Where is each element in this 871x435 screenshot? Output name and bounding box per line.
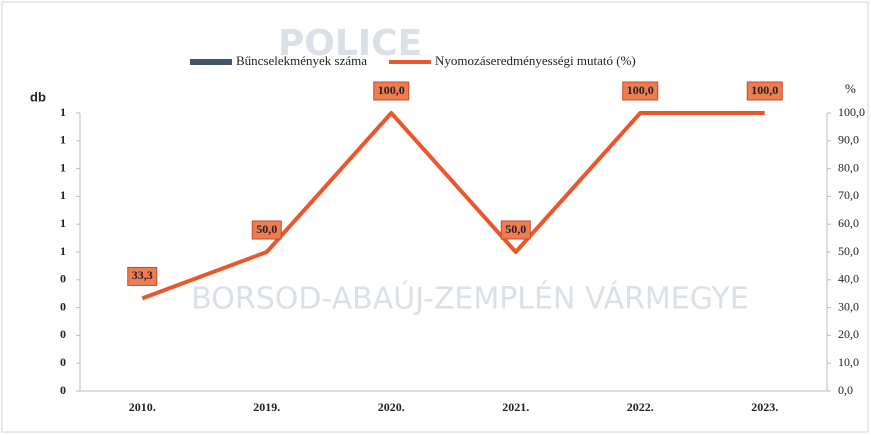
- data-label: 50,0: [256, 222, 277, 236]
- y-tick-label: 0: [60, 355, 66, 369]
- y2-tick-label: 0,0: [838, 383, 853, 397]
- y-tick-label: 1: [60, 133, 66, 147]
- y2-tick-label: 40,0: [838, 272, 859, 286]
- y2-tick-label: 70,0: [838, 188, 859, 202]
- x-tick-label: 2021.: [502, 400, 529, 414]
- y2-tick-label: 30,0: [838, 299, 859, 313]
- y2-tick-label: 50,0: [838, 244, 859, 258]
- x-tick-label: 2023.: [751, 400, 778, 414]
- y2-tick-label: 90,0: [838, 133, 859, 147]
- y2-tick-label: 10,0: [838, 355, 859, 369]
- watermark: BORSOD-ABAÚJ-ZEMPLÉN VÁRMEGYE: [191, 280, 749, 317]
- y2-tick-label: 20,0: [838, 327, 859, 341]
- y-tick-label: 1: [60, 188, 66, 202]
- data-label: 50,0: [505, 222, 526, 236]
- x-tick-label: 2022.: [627, 400, 654, 414]
- data-label: 100,0: [751, 83, 778, 97]
- chart: POLICE BORSOD-ABAÚJ-ZEMPLÉN VÁRMEGYE db …: [0, 0, 871, 435]
- x-tick-label: 2020.: [378, 400, 405, 414]
- y-tick-label: 0: [60, 299, 66, 313]
- y-tick-label: 1: [60, 216, 66, 230]
- y-tick-label: 1: [60, 244, 66, 258]
- y-tick-label: 0: [60, 327, 66, 341]
- y2-axis-label: %: [845, 81, 856, 96]
- y-tick-label: 1: [60, 105, 66, 119]
- data-label: 100,0: [627, 83, 654, 97]
- legend-label: Nyomozáseredményességi mutató (%): [435, 53, 636, 68]
- x-tick-label: 2010.: [129, 400, 156, 414]
- y2-tick-label: 60,0: [838, 216, 859, 230]
- legend-label: Bűncselekmények száma: [236, 53, 367, 68]
- y-axis-label: db: [30, 89, 46, 104]
- y-tick-label: 1: [60, 160, 66, 174]
- x-tick-label: 2019.: [253, 400, 280, 414]
- y2-tick-label: 80,0: [838, 160, 859, 174]
- data-label: 100,0: [378, 83, 405, 97]
- y-tick-label: 0: [60, 272, 66, 286]
- y2-tick-label: 100,0: [838, 105, 865, 119]
- y-tick-label: 0: [60, 383, 66, 397]
- legend-swatch: [190, 59, 232, 65]
- data-label: 33,3: [132, 268, 153, 282]
